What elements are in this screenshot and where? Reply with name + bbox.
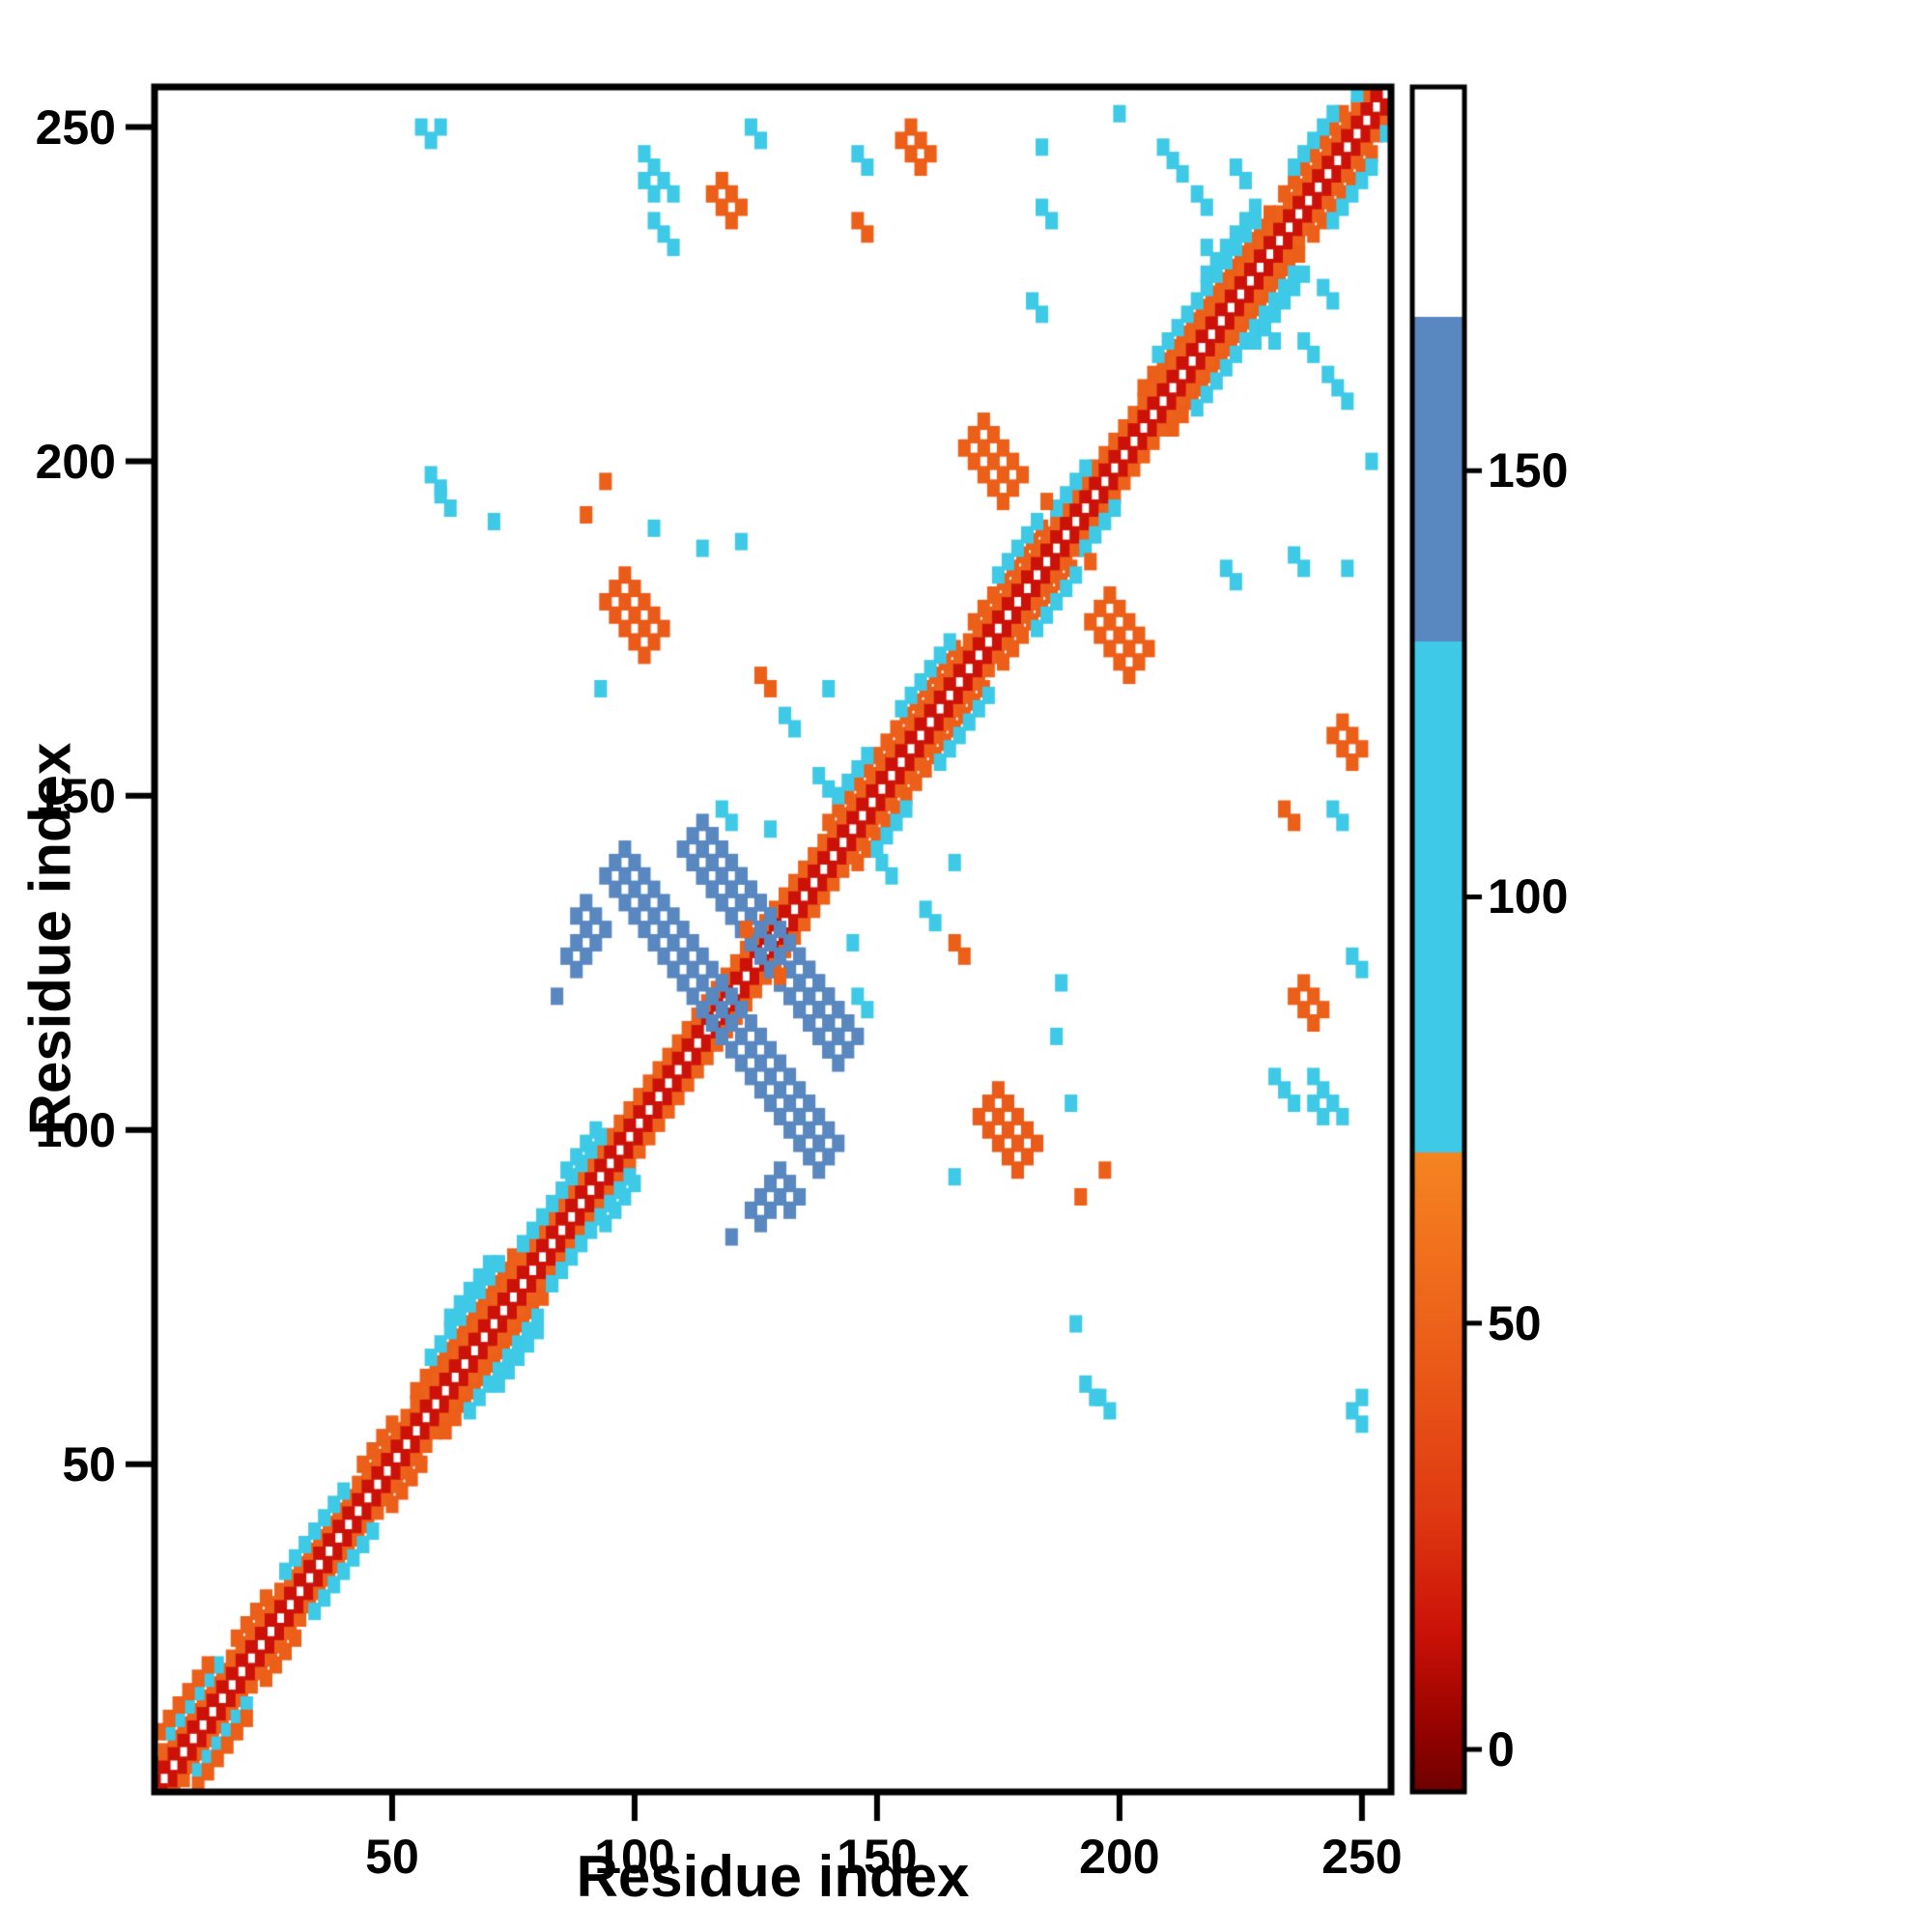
x-tick-label-150: 150: [837, 1830, 918, 1884]
y-tick-label-200: 200: [35, 434, 116, 489]
colorbar-tick-label-150: 150: [1488, 443, 1569, 498]
x-tick-label-50: 50: [365, 1830, 419, 1884]
y-tick-label-150: 150: [35, 768, 116, 823]
colorbar-tick-label-50: 50: [1488, 1295, 1542, 1350]
colorbar-tick-label-0: 0: [1488, 1721, 1515, 1776]
x-tick-label-250: 250: [1321, 1830, 1403, 1884]
y-tick-label-250: 250: [35, 99, 116, 155]
y-tick-label-50: 50: [62, 1436, 116, 1492]
y-tick-label-100: 100: [35, 1102, 116, 1157]
colorbar-tick-label-100: 100: [1488, 869, 1569, 924]
x-tick-label-200: 200: [1079, 1830, 1160, 1884]
x-tick-label-100: 100: [594, 1830, 675, 1884]
x-axis-title: Residue index: [576, 1844, 970, 1909]
